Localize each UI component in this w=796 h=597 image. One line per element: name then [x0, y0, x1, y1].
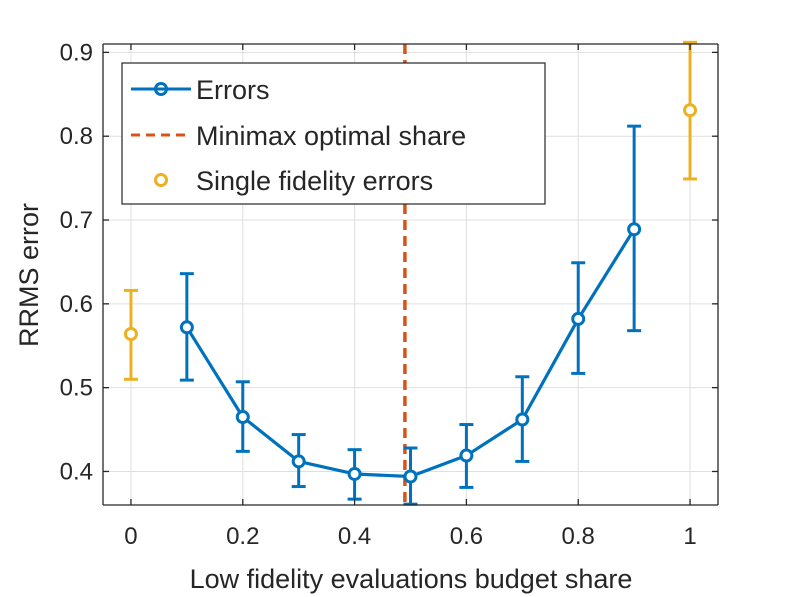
x-tick-label-3: 0.6: [450, 523, 483, 550]
data-series: [123, 40, 698, 506]
errors-point-8: [627, 222, 642, 237]
errors-point-0: [179, 320, 194, 335]
single-fidelity-point-1: [683, 103, 698, 118]
y-axis-label: RRMS error: [14, 203, 44, 347]
single-fidelity-point-0: [123, 327, 138, 342]
legend-errors-label: Errors: [196, 75, 270, 105]
errors-point-2: [291, 454, 306, 469]
axes: [102, 43, 719, 506]
x-tick-label-0: 0: [124, 523, 137, 550]
y-tick-label-5: 0.9: [60, 39, 93, 66]
errors-point-6: [515, 412, 530, 427]
errors-point-7: [571, 311, 586, 326]
x-tick-label-4: 0.8: [562, 523, 595, 550]
legend-single-fidelity-label: Single fidelity errors: [196, 166, 433, 196]
legend-minimax-label: Minimax optimal share: [196, 121, 466, 151]
y-tick-label-0: 0.4: [60, 458, 93, 485]
errors-point-5: [459, 448, 474, 463]
x-axis-label: Low fidelity evaluations budget share: [190, 564, 633, 594]
x-tick-label-2: 0.4: [338, 523, 371, 550]
y-tick-label-2: 0.6: [60, 291, 93, 318]
y-tick-label-3: 0.7: [60, 207, 93, 234]
y-tick-label-4: 0.8: [60, 123, 93, 150]
legend: Errors Minimax optimal share Single fide…: [121, 62, 546, 205]
x-tick-label-1: 0.2: [226, 523, 259, 550]
y-tick-label-1: 0.5: [60, 375, 93, 402]
errors-point-4: [403, 469, 418, 484]
errors-point-3: [347, 466, 362, 481]
x-tick-label-5: 1: [683, 523, 696, 550]
legend-box: [121, 62, 546, 205]
legend-single-fidelity-marker-swatch: [154, 173, 168, 187]
legend-errors-marker-swatch: [154, 82, 168, 96]
errors-point-1: [235, 409, 250, 424]
tick-labels: 0 0.2 0.4 0.6 0.8 1 0.4 0.5 0.6 0.7 0.8 0.9: [60, 39, 697, 550]
